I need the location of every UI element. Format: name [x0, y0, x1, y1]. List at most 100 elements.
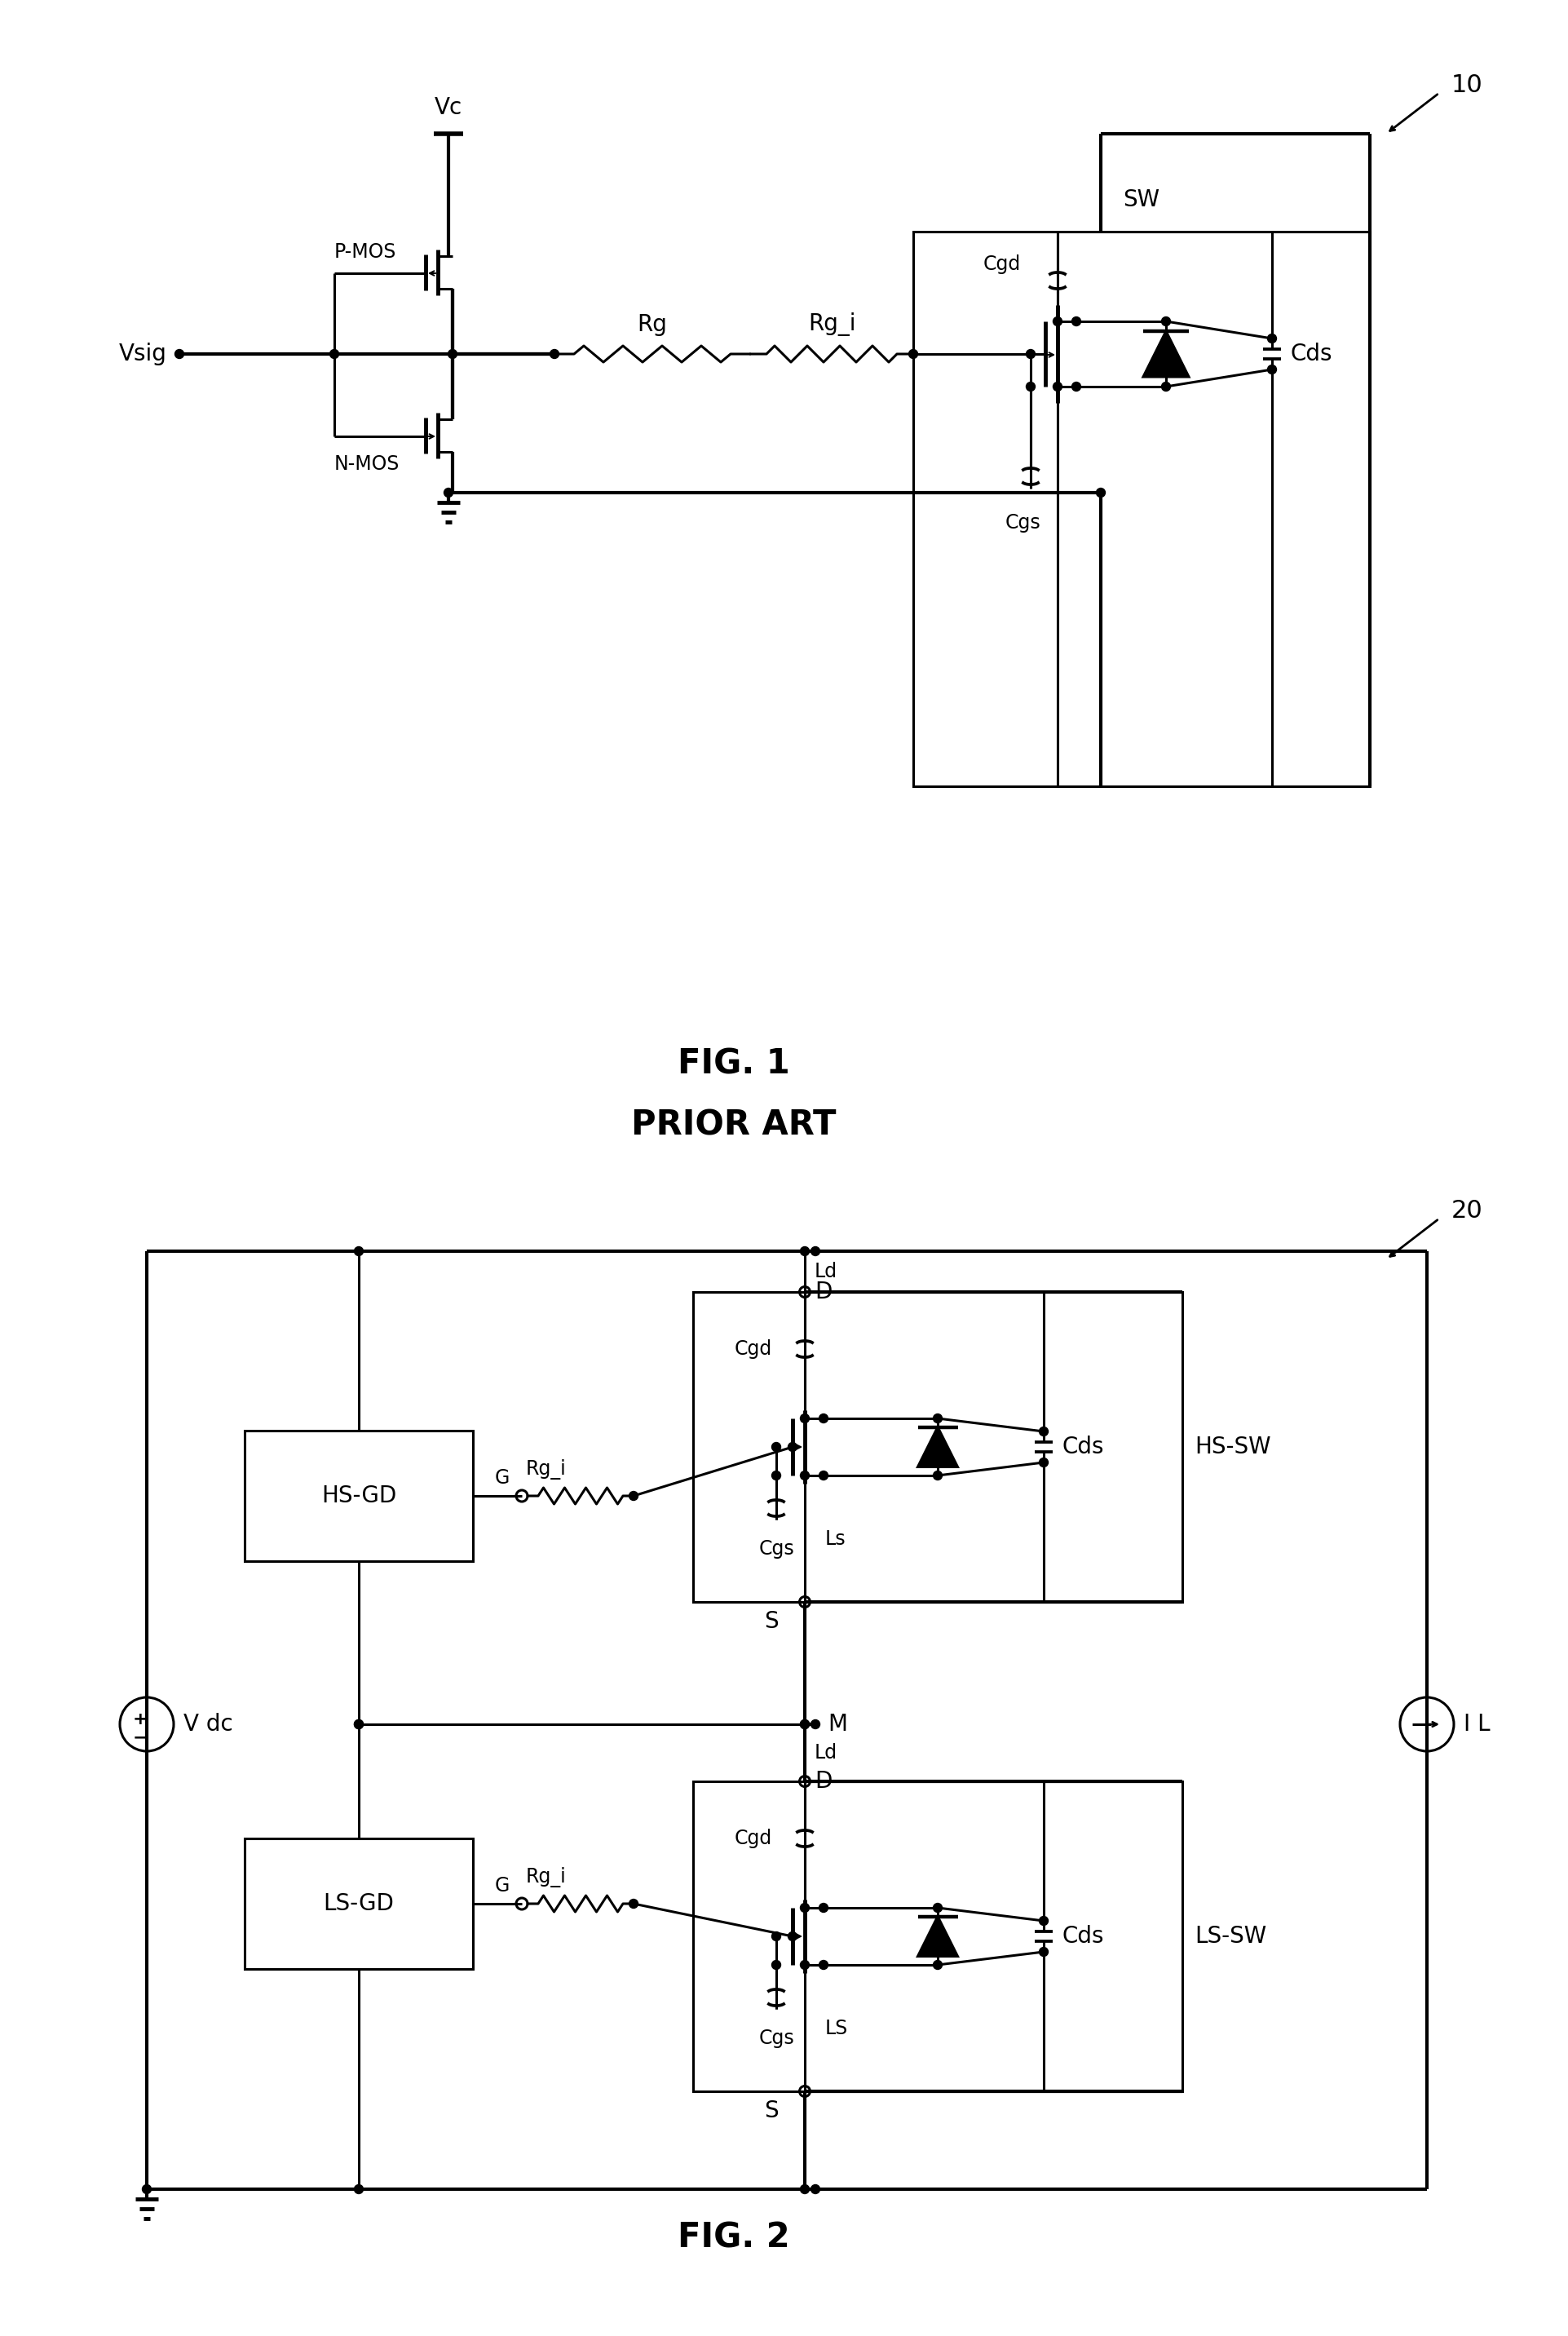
- Circle shape: [787, 1441, 797, 1451]
- Circle shape: [550, 350, 558, 357]
- Text: HS-GD: HS-GD: [321, 1483, 397, 1507]
- Circle shape: [354, 1247, 364, 1257]
- Circle shape: [800, 2184, 809, 2194]
- Text: Cgd: Cgd: [734, 1829, 771, 1848]
- Text: Rg_i: Rg_i: [808, 313, 855, 336]
- Circle shape: [908, 350, 917, 357]
- Text: P-MOS: P-MOS: [334, 243, 397, 262]
- Text: FIG. 2: FIG. 2: [677, 2222, 790, 2254]
- Bar: [693, 1292, 1182, 1602]
- Polygon shape: [917, 1916, 956, 1955]
- Text: −: −: [133, 1729, 147, 1745]
- Text: 20: 20: [1450, 1198, 1482, 1222]
- Circle shape: [933, 1960, 942, 1969]
- Circle shape: [354, 2184, 364, 2194]
- Text: Cgd: Cgd: [983, 255, 1021, 273]
- Text: Vc: Vc: [434, 96, 463, 119]
- Circle shape: [329, 350, 339, 357]
- Circle shape: [800, 1247, 809, 1257]
- Circle shape: [800, 1719, 809, 1729]
- Circle shape: [1052, 318, 1062, 325]
- Text: PRIOR ART: PRIOR ART: [630, 1107, 836, 1142]
- Text: Ld: Ld: [814, 1261, 837, 1282]
- Circle shape: [933, 1472, 942, 1481]
- Circle shape: [1038, 1458, 1047, 1467]
- Circle shape: [174, 350, 183, 357]
- Text: Cgs: Cgs: [1004, 514, 1040, 533]
- Bar: [913, 231, 1369, 787]
- Text: D: D: [814, 1280, 831, 1303]
- Circle shape: [1071, 318, 1080, 325]
- Circle shape: [1160, 383, 1170, 390]
- Text: SW: SW: [1123, 189, 1159, 210]
- Circle shape: [1160, 318, 1170, 325]
- Polygon shape: [1143, 332, 1189, 376]
- Circle shape: [811, 1247, 820, 1257]
- Circle shape: [1267, 334, 1276, 343]
- Text: Cgs: Cgs: [757, 2028, 793, 2049]
- Circle shape: [800, 1719, 809, 1729]
- Bar: [245, 1838, 472, 1969]
- Circle shape: [1071, 383, 1080, 390]
- Polygon shape: [917, 1427, 956, 1467]
- Text: D: D: [814, 1771, 831, 1792]
- Text: +: +: [133, 1712, 147, 1729]
- Text: LS-SW: LS-SW: [1193, 1925, 1265, 1948]
- Text: Vsig: Vsig: [119, 343, 168, 364]
- Circle shape: [771, 1960, 781, 1969]
- Circle shape: [1038, 1427, 1047, 1437]
- Circle shape: [933, 1904, 942, 1913]
- Text: Cds: Cds: [1062, 1437, 1102, 1458]
- Text: M: M: [828, 1712, 847, 1736]
- Circle shape: [800, 1904, 809, 1913]
- Text: Cgd: Cgd: [734, 1339, 771, 1360]
- Text: G: G: [494, 1467, 510, 1488]
- Text: LS: LS: [825, 2018, 848, 2037]
- Circle shape: [1267, 364, 1276, 374]
- Circle shape: [800, 1960, 809, 1969]
- Text: FIG. 1: FIG. 1: [677, 1047, 790, 1082]
- Circle shape: [811, 1719, 820, 1729]
- Text: HS-SW: HS-SW: [1193, 1437, 1270, 1458]
- Bar: [693, 1782, 1182, 2091]
- Circle shape: [1052, 383, 1062, 390]
- Circle shape: [933, 1413, 942, 1423]
- Circle shape: [800, 1472, 809, 1481]
- Circle shape: [787, 1932, 797, 1941]
- Text: Cds: Cds: [1289, 343, 1331, 364]
- Circle shape: [818, 1472, 828, 1481]
- Text: Ls: Ls: [825, 1530, 845, 1549]
- Circle shape: [354, 1719, 364, 1729]
- Text: LS-GD: LS-GD: [323, 1892, 394, 1916]
- Circle shape: [818, 1413, 828, 1423]
- Circle shape: [629, 1899, 638, 1909]
- Text: Ld: Ld: [814, 1743, 837, 1764]
- Text: Rg_i: Rg_i: [525, 1866, 566, 1887]
- Circle shape: [818, 1904, 828, 1913]
- Circle shape: [818, 1960, 828, 1969]
- Text: S: S: [764, 1610, 778, 1633]
- Circle shape: [800, 1413, 809, 1423]
- Text: N-MOS: N-MOS: [334, 453, 400, 474]
- Text: Rg_i: Rg_i: [525, 1460, 566, 1479]
- Circle shape: [448, 350, 456, 357]
- Text: S: S: [764, 2100, 778, 2123]
- Circle shape: [771, 1472, 781, 1481]
- Text: I L: I L: [1463, 1712, 1490, 1736]
- Circle shape: [811, 2184, 820, 2194]
- Circle shape: [354, 1719, 364, 1729]
- Circle shape: [1038, 1916, 1047, 1925]
- Text: Rg: Rg: [637, 313, 666, 336]
- Circle shape: [629, 1490, 638, 1500]
- Circle shape: [444, 488, 453, 498]
- Circle shape: [771, 1932, 781, 1941]
- Circle shape: [1025, 383, 1035, 390]
- Text: V dc: V dc: [183, 1712, 234, 1736]
- Text: G: G: [494, 1876, 510, 1894]
- Text: 10: 10: [1450, 72, 1482, 96]
- Circle shape: [143, 2184, 151, 2194]
- Text: Cds: Cds: [1062, 1925, 1102, 1948]
- Circle shape: [1025, 350, 1035, 357]
- Circle shape: [1096, 488, 1105, 498]
- Circle shape: [771, 1441, 781, 1451]
